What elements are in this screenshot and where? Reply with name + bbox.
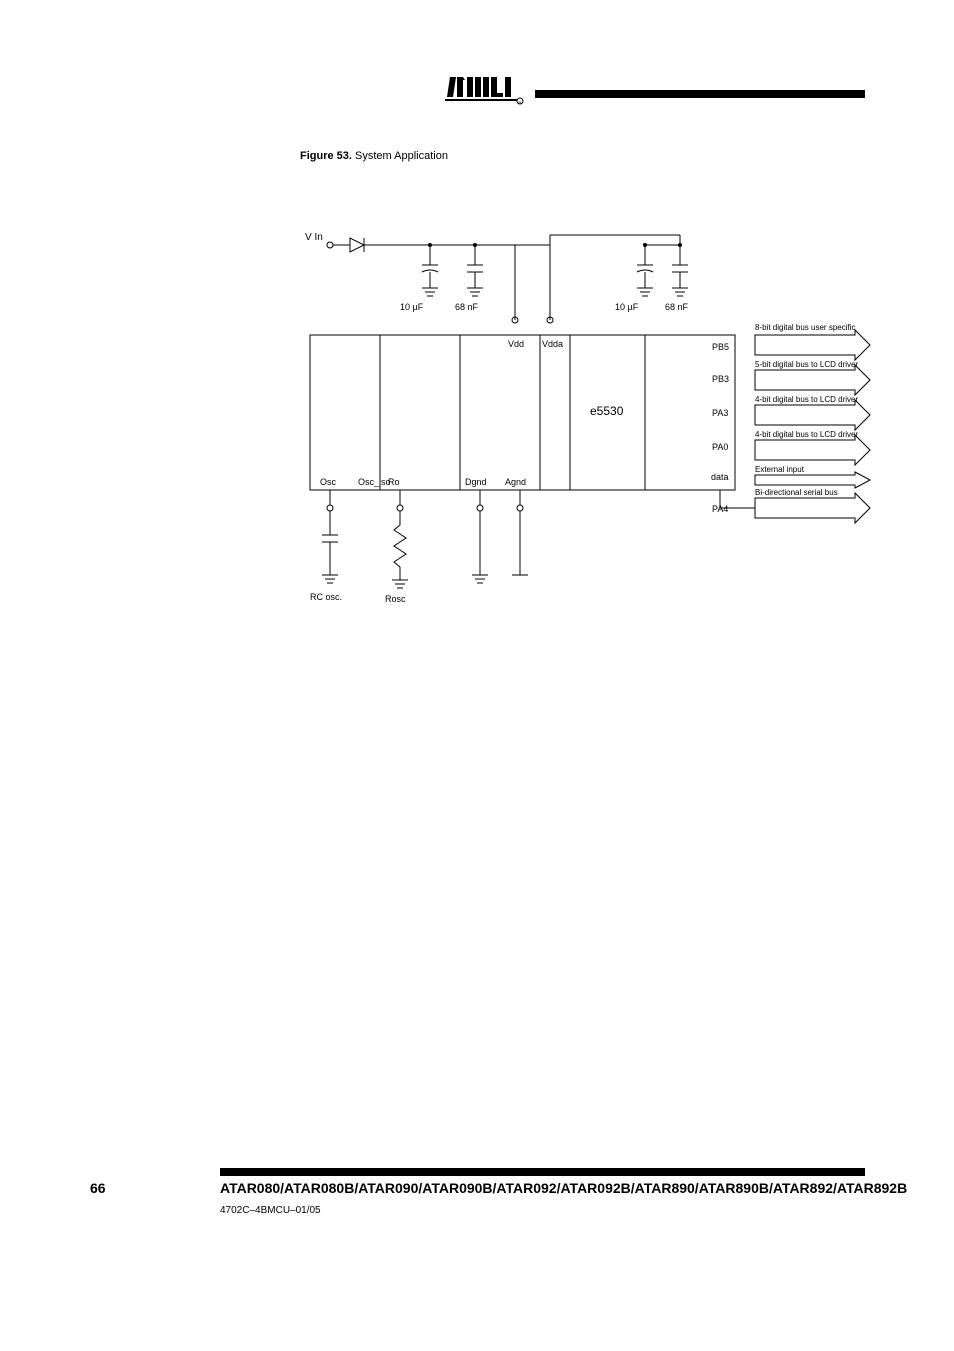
chip-label: e5530	[590, 404, 624, 418]
vin-label: V In	[305, 232, 323, 243]
rc-osc-label: RC osc.	[310, 592, 342, 602]
pa0-pin: PA0	[712, 442, 728, 452]
cap4-label: 68 nF	[665, 302, 689, 312]
osciso-pin: Osc_iso	[358, 477, 391, 487]
osc-pin: Osc	[320, 477, 337, 487]
out6-label: Bi-directional serial bus	[755, 488, 838, 497]
pa3-pin: PA3	[712, 408, 728, 418]
pb5-pin: PB5	[712, 342, 729, 352]
svg-text:R: R	[519, 100, 522, 105]
out5-label: External input	[755, 465, 805, 474]
figure-number: Figure 53.	[300, 150, 352, 162]
agnd-pin: Agnd	[505, 477, 526, 487]
data-pin: data	[711, 472, 729, 482]
vdda-pin: Vdda	[542, 339, 563, 349]
rosc-label: Rosc	[385, 594, 406, 604]
figure-title: System Application	[355, 150, 448, 162]
figure-label: Figure 53. System Application	[300, 150, 448, 162]
vdd-pin: Vdd	[508, 339, 524, 349]
page-title: ATAR080/ATAR080B/ATAR090/ATAR090B/ATAR09…	[220, 1180, 907, 1196]
out2-label: 5-bit digital bus to LCD driver	[755, 360, 858, 369]
pb3-pin: PB3	[712, 374, 729, 384]
out1-label: 8-bit digital bus user specific	[755, 323, 856, 332]
dgnd-pin: Dgnd	[465, 477, 487, 487]
doc-id: 4702C–4BMCU–01/05	[220, 1205, 321, 1216]
footer-divider	[220, 1168, 865, 1176]
ro-pin: Ro	[388, 477, 400, 487]
cap1-label: 10 µF	[400, 302, 424, 312]
page-number: 66	[90, 1180, 106, 1196]
cap2-label: 68 nF	[455, 302, 479, 312]
cap3-label: 10 µF	[615, 302, 639, 312]
header-divider	[535, 90, 865, 98]
out4-label: 4-bit digital bus to LCD driver	[755, 430, 858, 439]
out3-label: 4-bit digital bus to LCD driver	[755, 395, 858, 404]
schematic-diagram: V In 10 µF 68 nF	[300, 220, 900, 675]
atmel-logo: R	[445, 75, 530, 112]
